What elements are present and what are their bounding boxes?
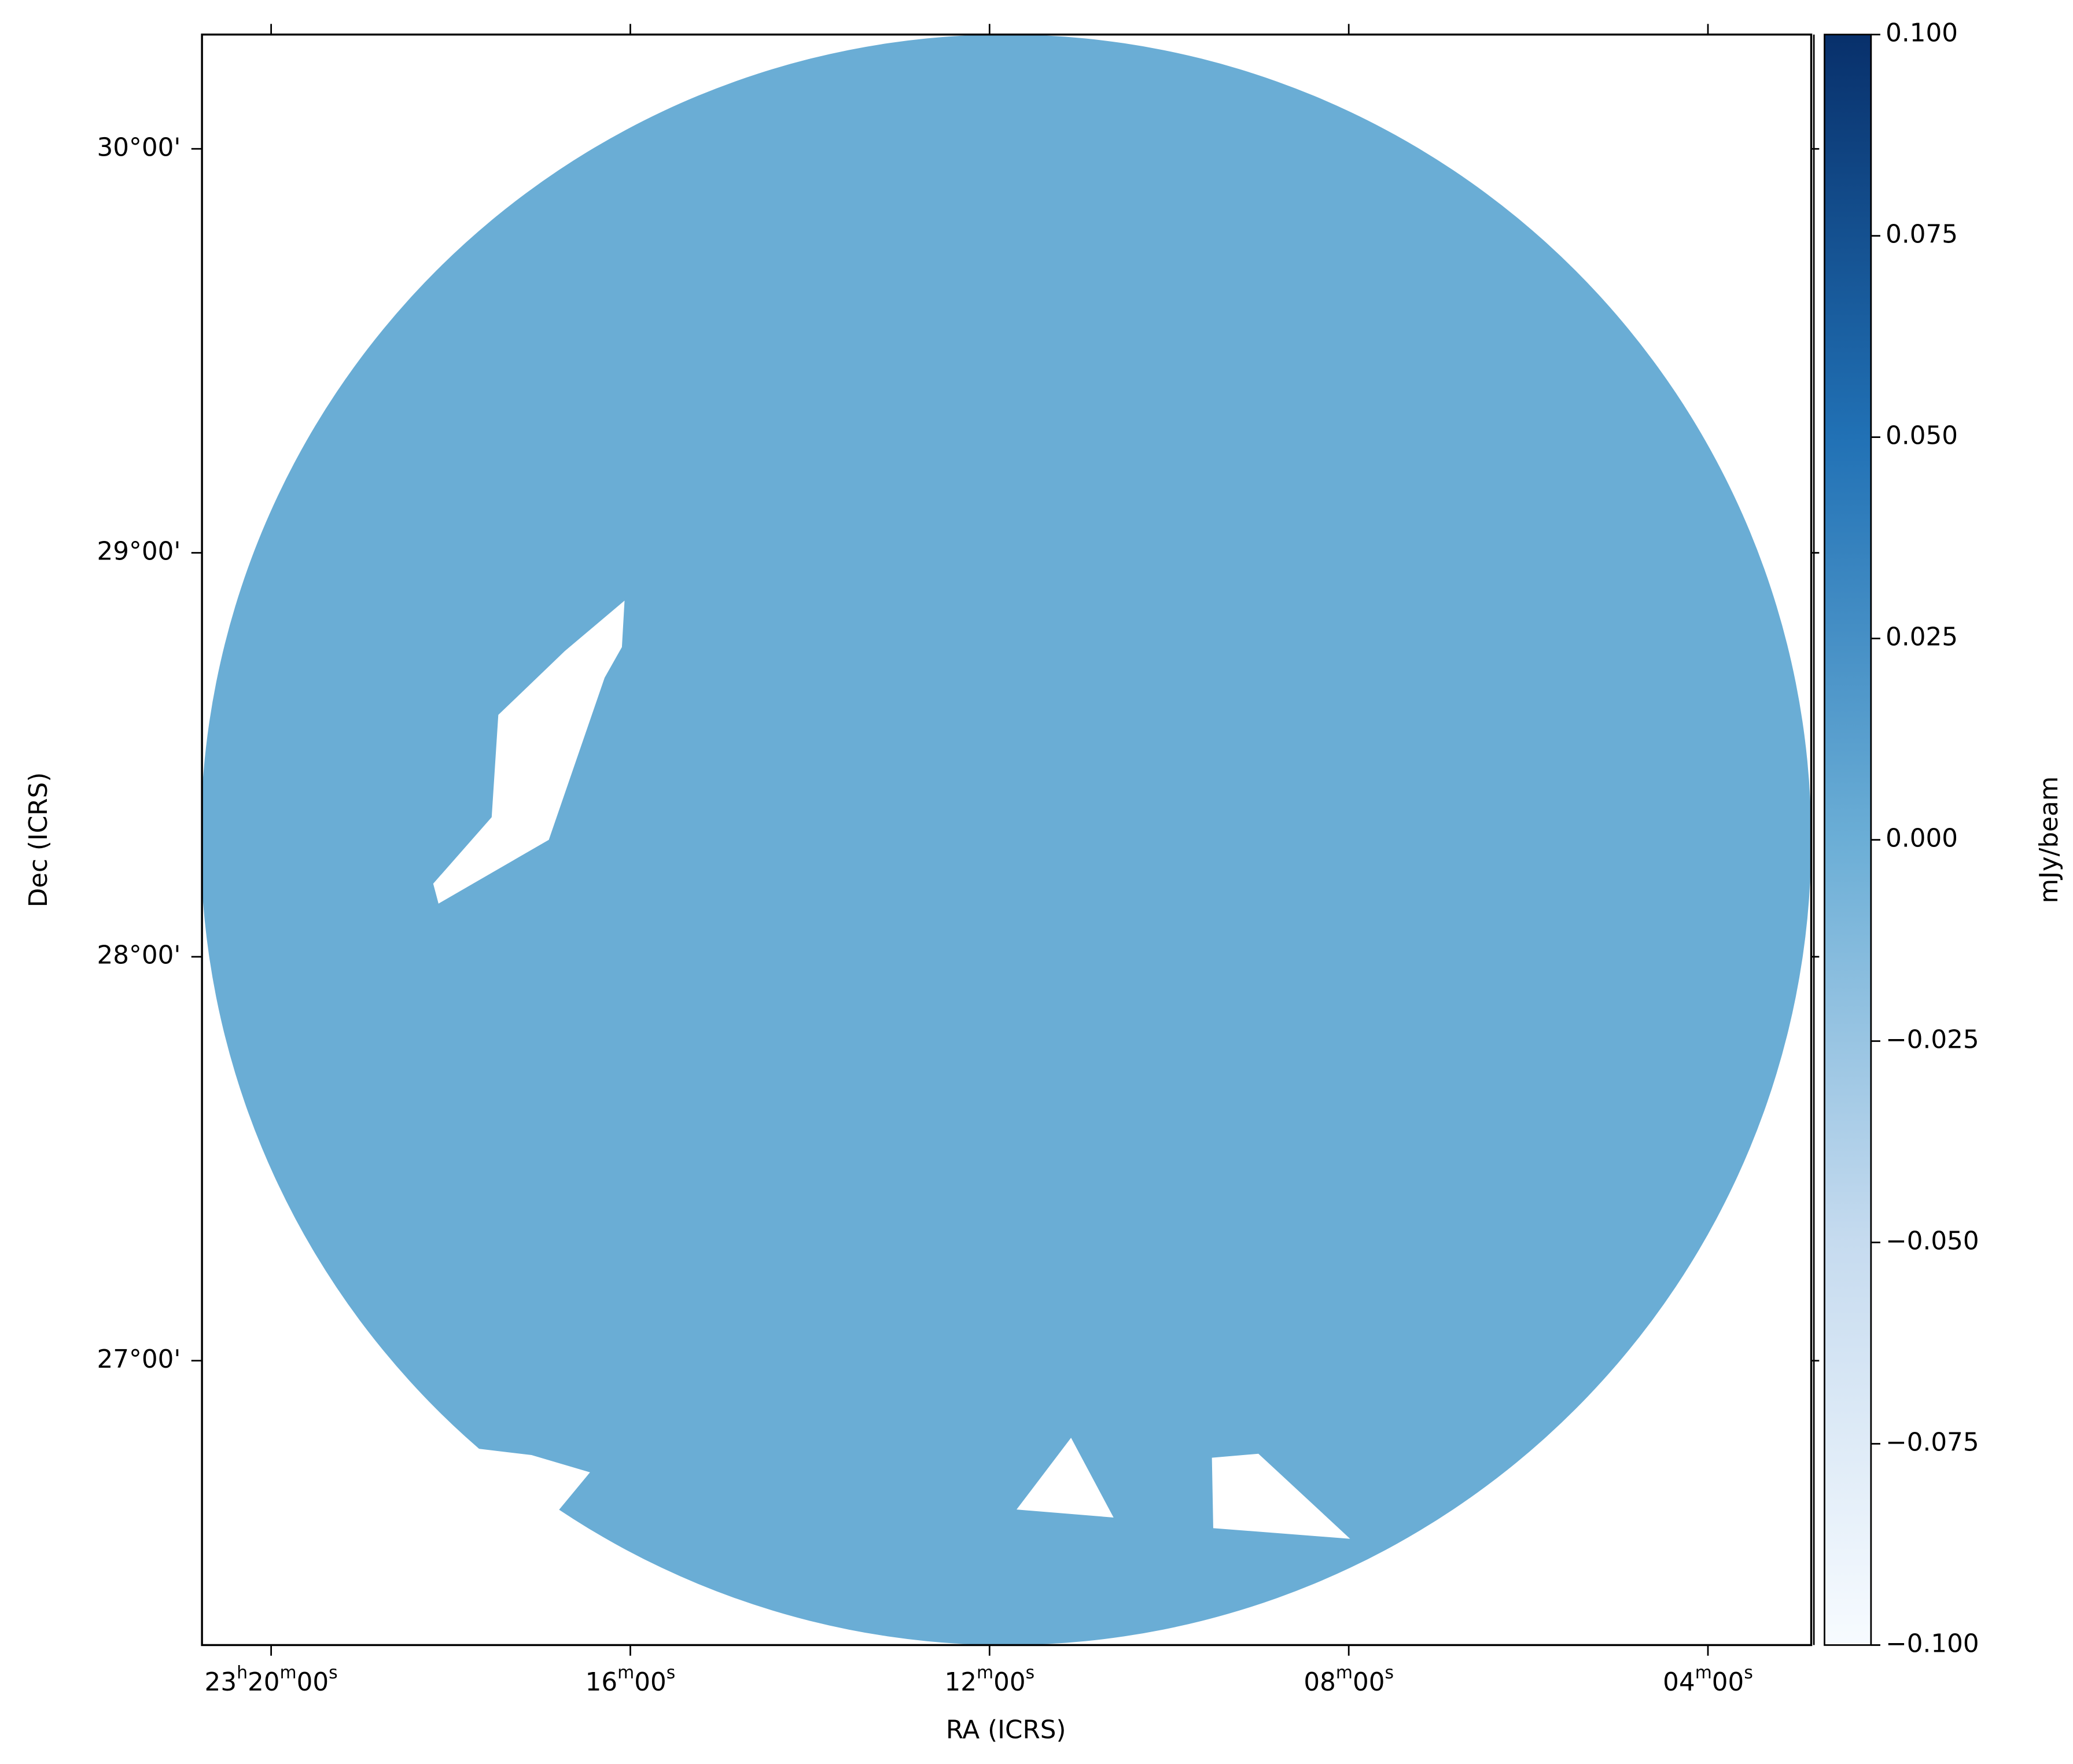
y-tick-label: 30°00'	[97, 133, 181, 162]
colorbar-tick-label: 0.100	[1886, 19, 1958, 48]
colorbar-tick-label: −0.050	[1886, 1227, 1979, 1256]
y-tick-label: 29°00'	[97, 537, 181, 566]
y-tick-label: 28°00'	[97, 941, 181, 970]
colorbar-tick-label: −0.100	[1886, 1629, 1979, 1658]
x-tick-label: 23h20m00s	[205, 1663, 338, 1697]
x-tick-label: 08m00s	[1304, 1663, 1394, 1697]
y-axis-label: Dec (ICRS)	[24, 772, 53, 908]
colorbar-tick-label: 0.075	[1886, 220, 1958, 249]
colorbar-tick-label: −0.025	[1886, 1026, 1979, 1055]
colorbar-tick-label: 0.050	[1886, 422, 1958, 451]
colorbar-tick-label: −0.075	[1886, 1428, 1979, 1457]
colorbar-label: mJy/beam	[2035, 776, 2064, 904]
image-disk	[202, 35, 1811, 1645]
x-tick-label: 16m00s	[586, 1663, 676, 1697]
x-tick-label: 04m00s	[1663, 1663, 1753, 1697]
colorbar	[1824, 34, 1872, 1646]
y-tick-label: 27°00'	[97, 1345, 181, 1374]
sky-image	[202, 35, 1811, 1645]
masked-region	[1017, 1438, 1114, 1518]
masked-region	[1212, 1453, 1350, 1539]
masked-region	[433, 601, 625, 904]
masked-region	[476, 1448, 590, 1511]
colorbar-tick-label: 0.000	[1886, 824, 1958, 853]
plot-frame	[201, 33, 1813, 1647]
colorbar-tick-label: 0.025	[1886, 623, 1958, 652]
x-axis-label: RA (ICRS)	[946, 1716, 1066, 1745]
x-tick-label: 12m00s	[944, 1663, 1034, 1697]
